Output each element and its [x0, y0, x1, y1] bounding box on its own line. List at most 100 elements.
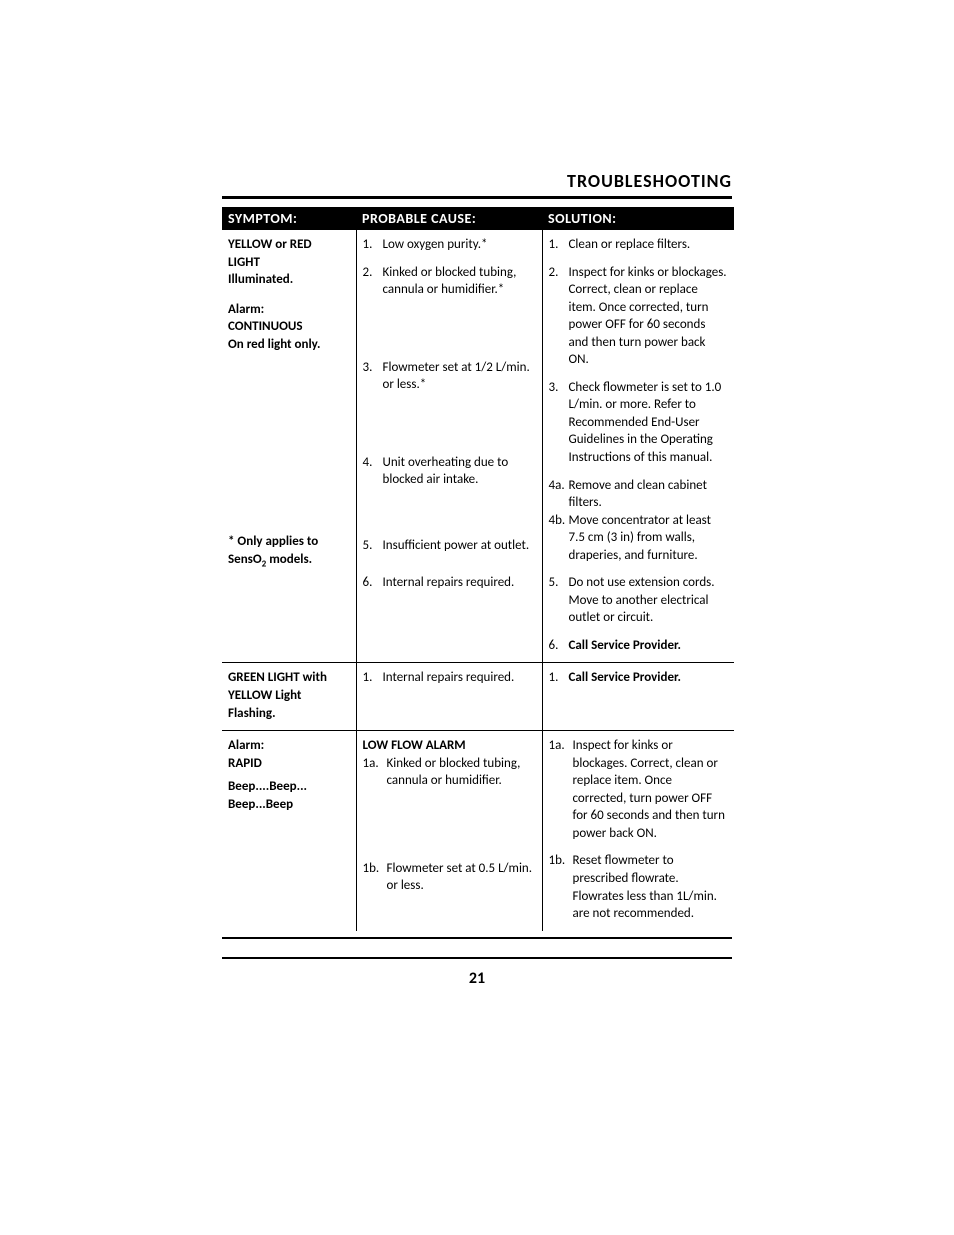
- section-title: TROUBLESHOOTING: [112, 170, 732, 192]
- symptom-text: On red light only.: [228, 336, 350, 354]
- cause-item: 6.Internal repairs required.: [363, 574, 536, 592]
- item-num: 1.: [363, 669, 383, 687]
- table-row: Alarm: RAPID Beep....Beep... Beep...Beep…: [222, 731, 734, 931]
- item-num: 3.: [363, 359, 383, 377]
- item-num: 5.: [549, 574, 569, 592]
- symptom-text: YELLOW or RED: [228, 236, 350, 254]
- item-text: Reset flowmeter to prescribed flowrate. …: [573, 852, 729, 922]
- table-header-row: SYMPTOM: PROBABLE CAUSE: SOLUTION:: [222, 207, 734, 230]
- item-text: Internal repairs required.: [383, 574, 536, 592]
- cause-item: 1a.Kinked or blocked tubing, cannula or …: [363, 755, 536, 790]
- solution-item: 1.Call Service Provider.: [549, 669, 729, 687]
- manual-page: TROUBLESHOOTING SYMPTOM: PROBABLE CAUSE:…: [0, 0, 954, 1235]
- symptom-text: Beep....Beep...: [228, 778, 350, 796]
- item-num: 6.: [549, 637, 569, 655]
- cause-item: 1b.Flowmeter set at 0.5 L/min. or less.: [363, 860, 536, 895]
- cause-item: 5.Insufficient power at outlet.: [363, 537, 536, 555]
- solution-item: 4b.Move concentrator at least 7.5 cm (3 …: [549, 512, 729, 565]
- item-text: Move concentrator at least 7.5 cm (3 in)…: [569, 512, 729, 565]
- symptom-text: Beep...Beep: [228, 796, 350, 814]
- footnote-text: models.: [266, 552, 312, 567]
- item-num: 4.: [363, 454, 383, 472]
- solution-item: 4a.Remove and clean cabinet filters.: [549, 477, 729, 512]
- solution-list: 1.Call Service Provider.: [549, 669, 729, 687]
- cause-item: 1.Low oxygen purity.*: [363, 236, 536, 254]
- item-text: Kinked or blocked tubing, cannula or hum…: [387, 755, 536, 790]
- item-num: 1b.: [549, 852, 573, 870]
- table-bottom-rule: [222, 937, 732, 939]
- symptom-cell: YELLOW or RED LIGHT Illuminated. Alarm: …: [222, 230, 356, 663]
- cause-subheader: LOW FLOW ALARM: [363, 737, 536, 755]
- symptom-text: LIGHT: [228, 254, 350, 272]
- solution-cell: 1.Clean or replace filters. 2.Inspect fo…: [542, 230, 734, 663]
- cause-list: 1.Internal repairs required.: [363, 669, 536, 687]
- col-header-solution: SOLUTION:: [542, 207, 734, 230]
- troubleshooting-table: SYMPTOM: PROBABLE CAUSE: SOLUTION: YELLO…: [222, 207, 734, 931]
- item-text: Inspect for kinks or blockages. Correct,…: [573, 737, 729, 842]
- item-num: 1.: [363, 236, 383, 254]
- symptom-text: RAPID: [228, 755, 350, 773]
- item-text: Flowmeter set at 1/2 L/min. or less.*: [383, 359, 536, 394]
- footer-rule: [222, 957, 732, 959]
- item-num: 3.: [549, 379, 569, 397]
- symptom-text: Alarm:: [228, 737, 350, 755]
- solution-item: 6.Call Service Provider.: [549, 637, 729, 655]
- item-text: Call Service Provider.: [569, 669, 729, 687]
- item-num: 1b.: [363, 860, 387, 878]
- cause-item: 4.Unit overheating due to blocked air in…: [363, 454, 536, 489]
- symptom-footnote: * Only applies to SensO2 models.: [228, 533, 350, 570]
- cause-item: 2.Kinked or blocked tubing, cannula or h…: [363, 264, 536, 299]
- cause-item: 1.Internal repairs required.: [363, 669, 536, 687]
- solution-list: 1a.Inspect for kinks or blockages. Corre…: [549, 737, 729, 922]
- item-num: 6.: [363, 574, 383, 592]
- col-header-symptom: SYMPTOM:: [222, 207, 356, 230]
- cause-cell: 1.Low oxygen purity.* 2.Kinked or blocke…: [356, 230, 542, 663]
- symptom-text: Alarm:: [228, 301, 350, 319]
- item-text: Check flowmeter is set to 1.0 L/min. or …: [569, 379, 729, 467]
- item-num: 1.: [549, 669, 569, 687]
- solution-item: 1a.Inspect for kinks or blockages. Corre…: [549, 737, 729, 842]
- solution-item: 3.Check flowmeter is set to 1.0 L/min. o…: [549, 379, 729, 467]
- cause-item: 3.Flowmeter set at 1/2 L/min. or less.*: [363, 359, 536, 394]
- item-text: Low oxygen purity.*: [383, 236, 536, 254]
- item-text: Clean or replace filters.: [569, 236, 729, 254]
- item-num: 1.: [549, 236, 569, 254]
- symptom-cell: GREEN LIGHT with YELLOW Light Flashing.: [222, 663, 356, 731]
- solution-item: 1.Clean or replace filters.: [549, 236, 729, 254]
- item-text: Internal repairs required.: [383, 669, 536, 687]
- symptom-text: GREEN LIGHT with YELLOW Light Flashing.: [228, 669, 350, 722]
- cause-cell: LOW FLOW ALARM 1a.Kinked or blocked tubi…: [356, 731, 542, 931]
- col-header-cause: PROBABLE CAUSE:: [356, 207, 542, 230]
- item-text: Insufficient power at outlet.: [383, 537, 536, 555]
- item-num: 2.: [549, 264, 569, 282]
- solution-list: 1.Clean or replace filters. 2.Inspect fo…: [549, 236, 729, 654]
- solution-item: 1b.Reset flowmeter to prescribed flowrat…: [549, 852, 729, 922]
- item-text: Inspect for kinks or blockages. Correct,…: [569, 264, 729, 369]
- item-text: Kinked or blocked tubing, cannula or hum…: [383, 264, 536, 299]
- footnote-prefix: *: [228, 534, 237, 549]
- solution-item: 5.Do not use extension cords. Move to an…: [549, 574, 729, 627]
- item-num: 1a.: [363, 755, 387, 773]
- item-text: Flowmeter set at 0.5 L/min. or less.: [387, 860, 536, 895]
- item-text: Remove and clean cabinet filters.: [569, 477, 729, 512]
- symptom-cell: Alarm: RAPID Beep....Beep... Beep...Beep: [222, 731, 356, 931]
- symptom-text: CONTINUOUS: [228, 318, 350, 336]
- cause-cell: 1.Internal repairs required.: [356, 663, 542, 731]
- top-rule: [222, 196, 732, 199]
- solution-cell: 1a.Inspect for kinks or blockages. Corre…: [542, 731, 734, 931]
- solution-item: 2.Inspect for kinks or blockages. Correc…: [549, 264, 729, 369]
- item-num: 2.: [363, 264, 383, 282]
- item-num: 1a.: [549, 737, 573, 755]
- item-text: Unit overheating due to blocked air inta…: [383, 454, 536, 489]
- item-num: 4a.: [549, 477, 569, 495]
- cause-list: 1a.Kinked or blocked tubing, cannula or …: [363, 755, 536, 895]
- item-num: 5.: [363, 537, 383, 555]
- symptom-text: Illuminated.: [228, 271, 350, 289]
- item-text: Call Service Provider.: [569, 637, 729, 655]
- table-row: GREEN LIGHT with YELLOW Light Flashing. …: [222, 663, 734, 731]
- item-text: Do not use extension cords. Move to anot…: [569, 574, 729, 627]
- cause-list: 1.Low oxygen purity.* 2.Kinked or blocke…: [363, 236, 536, 592]
- table-row: YELLOW or RED LIGHT Illuminated. Alarm: …: [222, 230, 734, 663]
- page-number: 21: [112, 969, 842, 988]
- solution-cell: 1.Call Service Provider.: [542, 663, 734, 731]
